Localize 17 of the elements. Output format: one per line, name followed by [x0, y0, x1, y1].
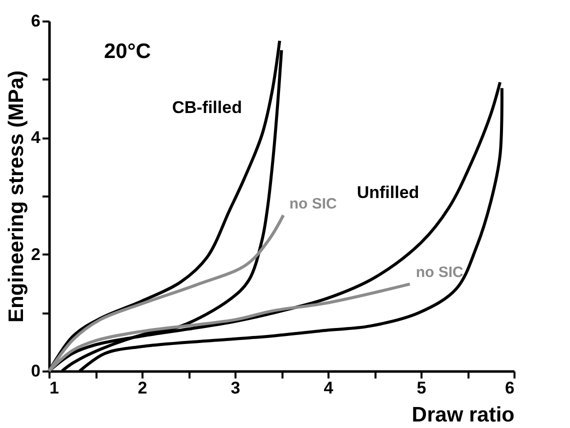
- series-label: no SIC: [289, 195, 338, 212]
- y-axis-title: Engineering stress (MPa): [5, 70, 28, 323]
- y-tick-label: 4: [31, 128, 42, 148]
- x-tick-label: 5: [416, 378, 426, 398]
- x-tick-label: 3: [230, 378, 240, 398]
- x-tick-label: 1: [50, 378, 59, 398]
- annotation: 20°C: [104, 40, 151, 63]
- annotation: Unfilled: [356, 183, 420, 202]
- y-tick-label: 2: [31, 244, 40, 264]
- series-label: no SIC: [416, 264, 464, 282]
- x-tick-label: 4: [324, 378, 334, 398]
- x-tick-label: 2: [138, 378, 148, 398]
- annotation: CB-filled: [172, 98, 242, 117]
- y-tick-label: 0: [31, 362, 40, 380]
- y-tick-label: 6: [31, 12, 40, 30]
- x-tick-label: 6: [505, 378, 514, 398]
- x-axis-title: Draw ratio: [412, 404, 514, 426]
